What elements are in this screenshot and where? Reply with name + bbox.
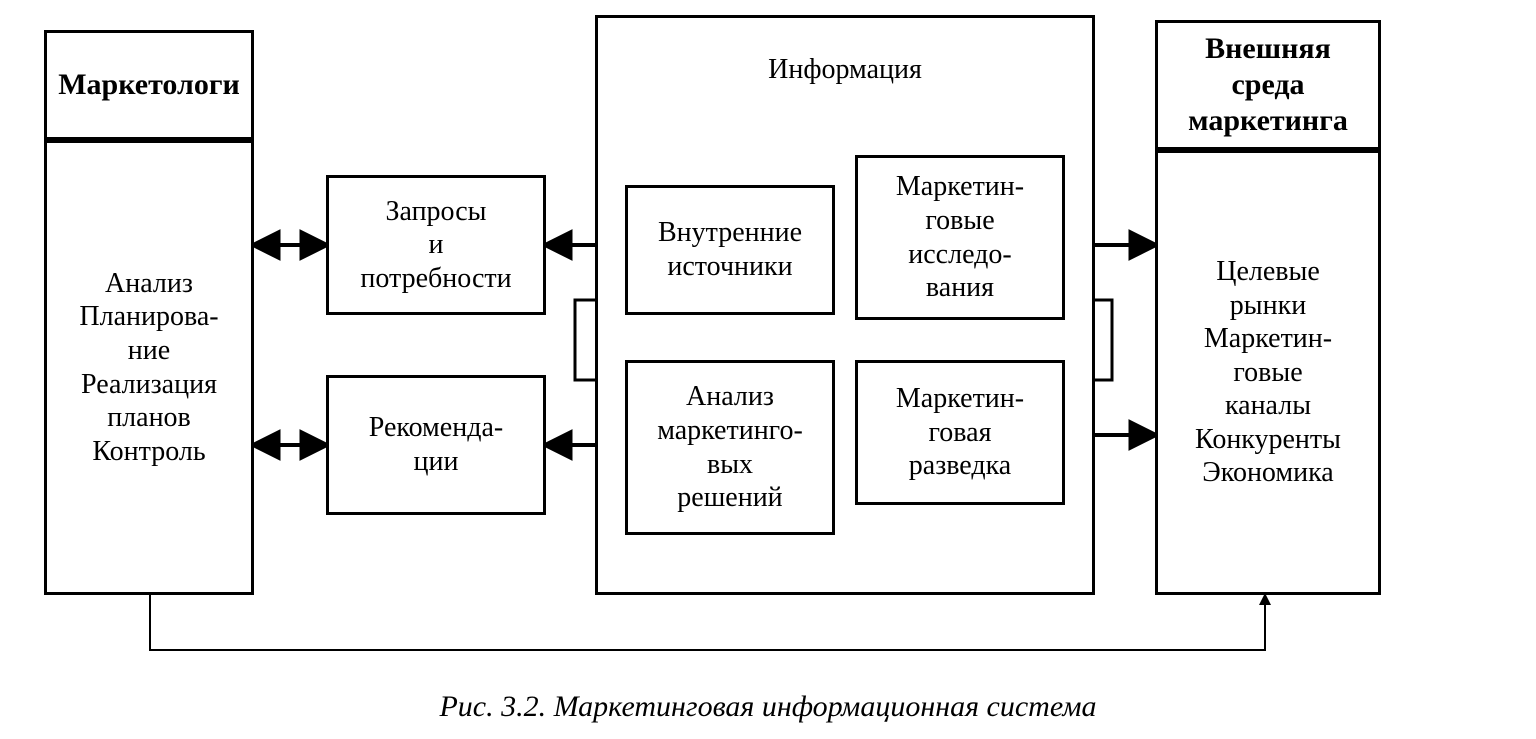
marketing-intel-box: Маркетин- говая разведка (855, 360, 1065, 505)
internal-sources-box: Внутренние источники (625, 185, 835, 315)
marketers-header: Маркетологи (44, 30, 254, 140)
marketing-research-box: Маркетин- говые исследо- вания (855, 155, 1065, 320)
recommendations-box: Рекоменда- ции (326, 375, 546, 515)
decision-analysis-box: Анализ маркетинго- вых решений (625, 360, 835, 535)
info-title: Информация (640, 40, 1050, 100)
environment-body: Целевые рынки Маркетин- говые каналы Кон… (1155, 150, 1381, 595)
requests-box: Запросы и потребности (326, 175, 546, 315)
figure-caption: Рис. 3.2. Маркетинговая информационная с… (0, 690, 1536, 724)
marketers-body: Анализ Планирова- ние Реализация планов … (44, 140, 254, 595)
environment-header: Внешняя среда маркетинга (1155, 20, 1381, 150)
diagram-stage: Маркетологи Анализ Планирова- ние Реализ… (0, 0, 1536, 739)
